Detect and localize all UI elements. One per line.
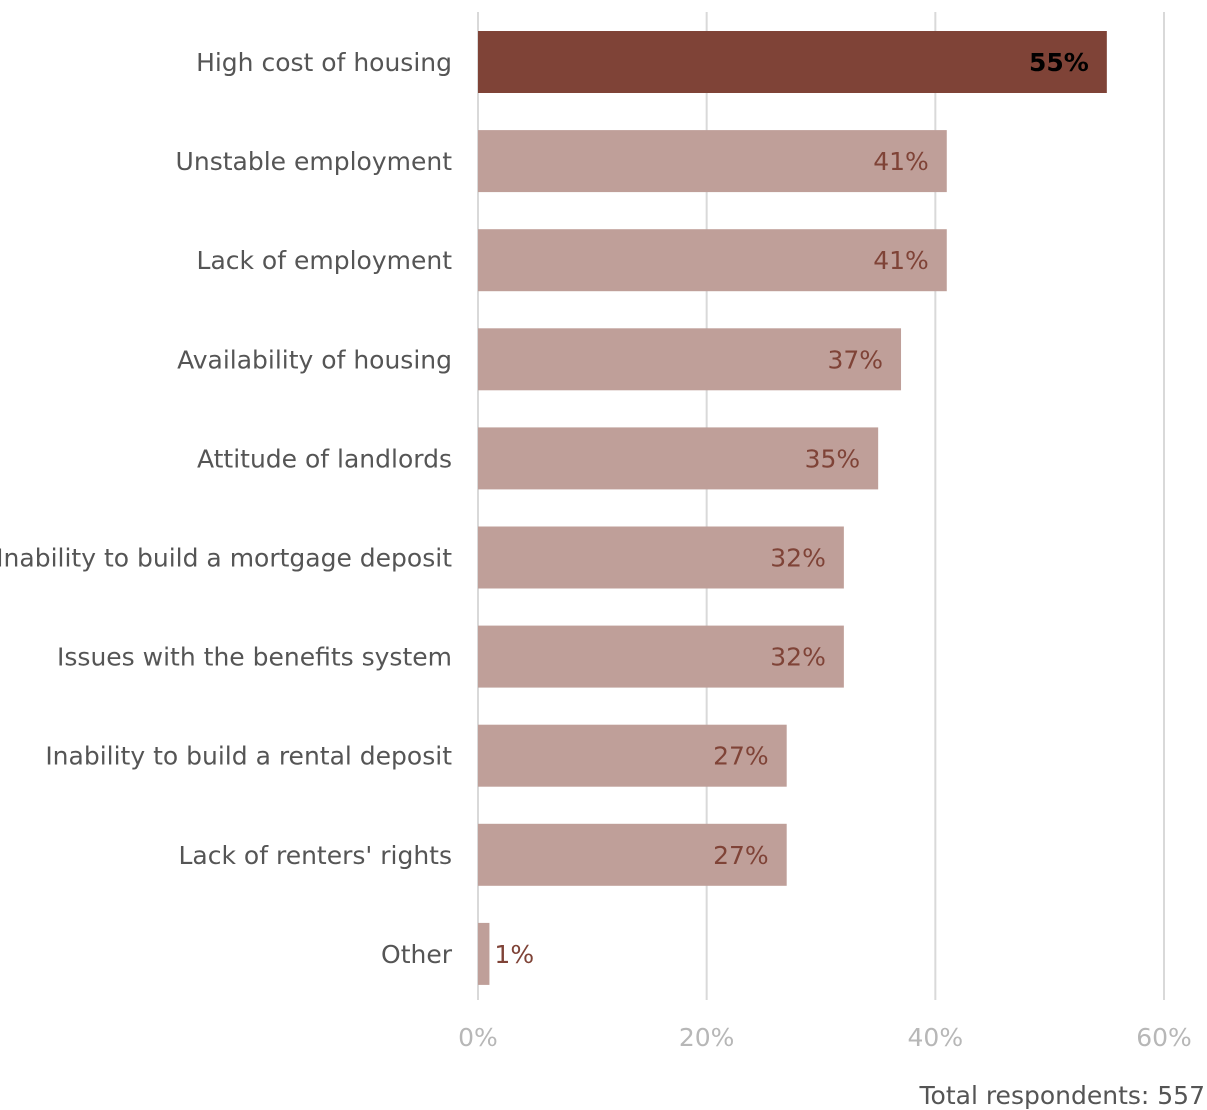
x-tick-label: 0% xyxy=(458,1023,498,1052)
category-labels: High cost of housing Unstable employment L… xyxy=(0,48,453,969)
data-label: 55% xyxy=(1029,48,1089,77)
data-label: 35% xyxy=(805,444,861,473)
bar xyxy=(478,130,947,193)
x-tick-label: 40% xyxy=(908,1023,964,1052)
x-tick-label: 20% xyxy=(679,1023,735,1052)
bar xyxy=(478,229,947,292)
bar xyxy=(478,823,787,886)
category-label: Availability of housing xyxy=(177,345,452,374)
data-label: 41% xyxy=(873,147,929,176)
data-label: 27% xyxy=(713,841,769,870)
category-label: High cost of housing xyxy=(196,48,452,77)
category-label: Unstable employment xyxy=(176,147,453,176)
value-labels: 55% 41% 41% 37% 35% 32% 32% 27% 27% 1% xyxy=(494,48,1088,969)
data-label: 41% xyxy=(873,246,929,275)
data-label: 27% xyxy=(713,742,769,771)
bar xyxy=(478,724,787,787)
category-label: Other xyxy=(381,940,453,969)
category-label: Lack of employment xyxy=(197,246,453,275)
data-label: 32% xyxy=(770,643,826,672)
data-label: 32% xyxy=(770,544,826,573)
bar xyxy=(478,922,490,985)
bars xyxy=(478,31,1107,985)
data-label: 37% xyxy=(827,345,883,374)
category-label: Lack of renters' rights xyxy=(179,841,453,870)
bar xyxy=(478,328,902,391)
data-label: 1% xyxy=(494,940,534,969)
category-label: Issues with the benefits system xyxy=(57,643,452,672)
bar xyxy=(478,625,844,688)
x-tick-label: 60% xyxy=(1136,1023,1192,1052)
x-axis-tick-labels: 0% 20% 40% 60% xyxy=(458,1023,1192,1052)
category-label: Attitude of landlords xyxy=(197,444,452,473)
total-respondents-note: Total respondents: 557 xyxy=(919,1081,1206,1110)
category-label: Inability to build a mortgage deposit xyxy=(0,544,452,573)
bar xyxy=(478,31,1107,93)
bar xyxy=(478,427,879,490)
category-label: Inability to build a rental deposit xyxy=(45,742,452,771)
bar xyxy=(478,526,844,589)
